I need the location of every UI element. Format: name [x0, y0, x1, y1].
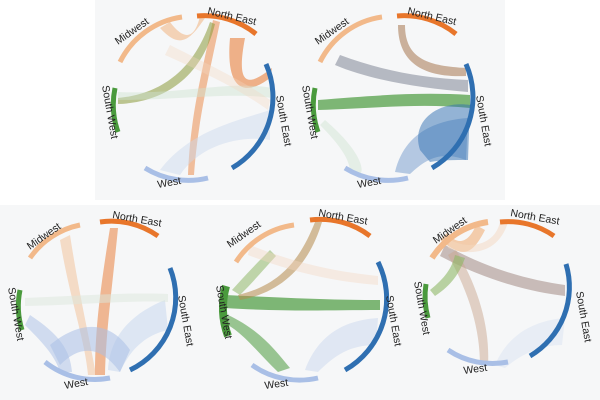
arc-north-east	[196, 13, 258, 36]
ribbon-midwest-southeast	[335, 55, 468, 92]
ribbon-group-4	[225, 222, 380, 372]
arc-south-east	[528, 263, 572, 359]
ribbon-southwest-southeast	[25, 293, 168, 306]
ribbon-northeast-midwest	[448, 222, 508, 253]
arc-midwest	[117, 14, 183, 64]
ribbon-group-3	[25, 228, 168, 375]
ribbon-group-5	[430, 222, 565, 368]
arcs-1	[110, 13, 276, 183]
arc-south-east	[430, 62, 476, 171]
arc-south-east	[230, 62, 276, 171]
arcs-4	[219, 216, 390, 383]
arc-south-west	[219, 284, 232, 338]
ribbon-west-southeast	[305, 318, 378, 372]
ribbon-northeast-southwest	[238, 222, 322, 300]
ribbon-northeast-southeast	[229, 38, 272, 88]
label-south-east: South East	[573, 290, 594, 343]
arc-west	[43, 360, 111, 382]
ribbon-midwest-southeast	[440, 245, 565, 296]
ribbon-west-southeast	[495, 318, 565, 368]
label-west: West	[463, 362, 488, 377]
arc-north-east	[499, 219, 556, 239]
label-west: West	[264, 377, 289, 392]
ribbon-west-southeast	[160, 110, 270, 175]
ribbon-group-1	[118, 16, 272, 175]
ribbon-west-self	[50, 326, 130, 372]
arc-south-east	[343, 260, 390, 373]
label-west: West	[156, 175, 182, 191]
ribbon-southwest-southeast	[225, 295, 380, 311]
arc-north-east	[99, 218, 160, 239]
arc-north-east	[309, 216, 372, 239]
arc-west	[446, 347, 509, 366]
arc-west	[250, 362, 319, 383]
ribbon-northeast-west	[188, 20, 220, 175]
ribbon-southwest-midwest	[430, 255, 465, 296]
arcs-2	[310, 13, 476, 183]
arc-south-west	[15, 289, 25, 331]
ribbon-northeast-southwest	[118, 22, 215, 104]
label-west: West	[63, 376, 89, 392]
arc-south-east	[128, 267, 179, 373]
ribbon-group-2	[318, 25, 470, 174]
arcs-3	[15, 218, 179, 382]
arc-south-west	[110, 87, 121, 133]
arc-midwest	[429, 219, 489, 260]
ribbon-southwest-west	[228, 315, 290, 372]
ribbon-southwest-southeast	[118, 85, 272, 100]
ribbon-southwest-southeast	[318, 93, 470, 110]
label-south-west: South West	[411, 280, 432, 335]
arcs-5	[422, 219, 572, 366]
ribbon-midwest-west	[448, 250, 489, 365]
arc-midwest	[317, 14, 383, 64]
ribbon-northeast-midwest	[160, 16, 205, 41]
label-west: West	[356, 175, 382, 191]
ribbon-midwest-southeast	[165, 45, 270, 110]
ribbon-midwest-southeast	[248, 245, 378, 285]
arc-north-east	[396, 13, 458, 36]
arc-west	[343, 165, 409, 183]
arc-midwest	[27, 222, 81, 260]
ribbon-northeast-southeast	[398, 25, 466, 77]
arc-south-west	[310, 87, 321, 133]
ribbon-southwest-midwest	[232, 250, 276, 295]
arc-south-west	[422, 283, 431, 319]
ribbon-southwest-west	[320, 120, 362, 174]
arc-midwest	[233, 222, 295, 264]
arc-west	[143, 165, 209, 183]
